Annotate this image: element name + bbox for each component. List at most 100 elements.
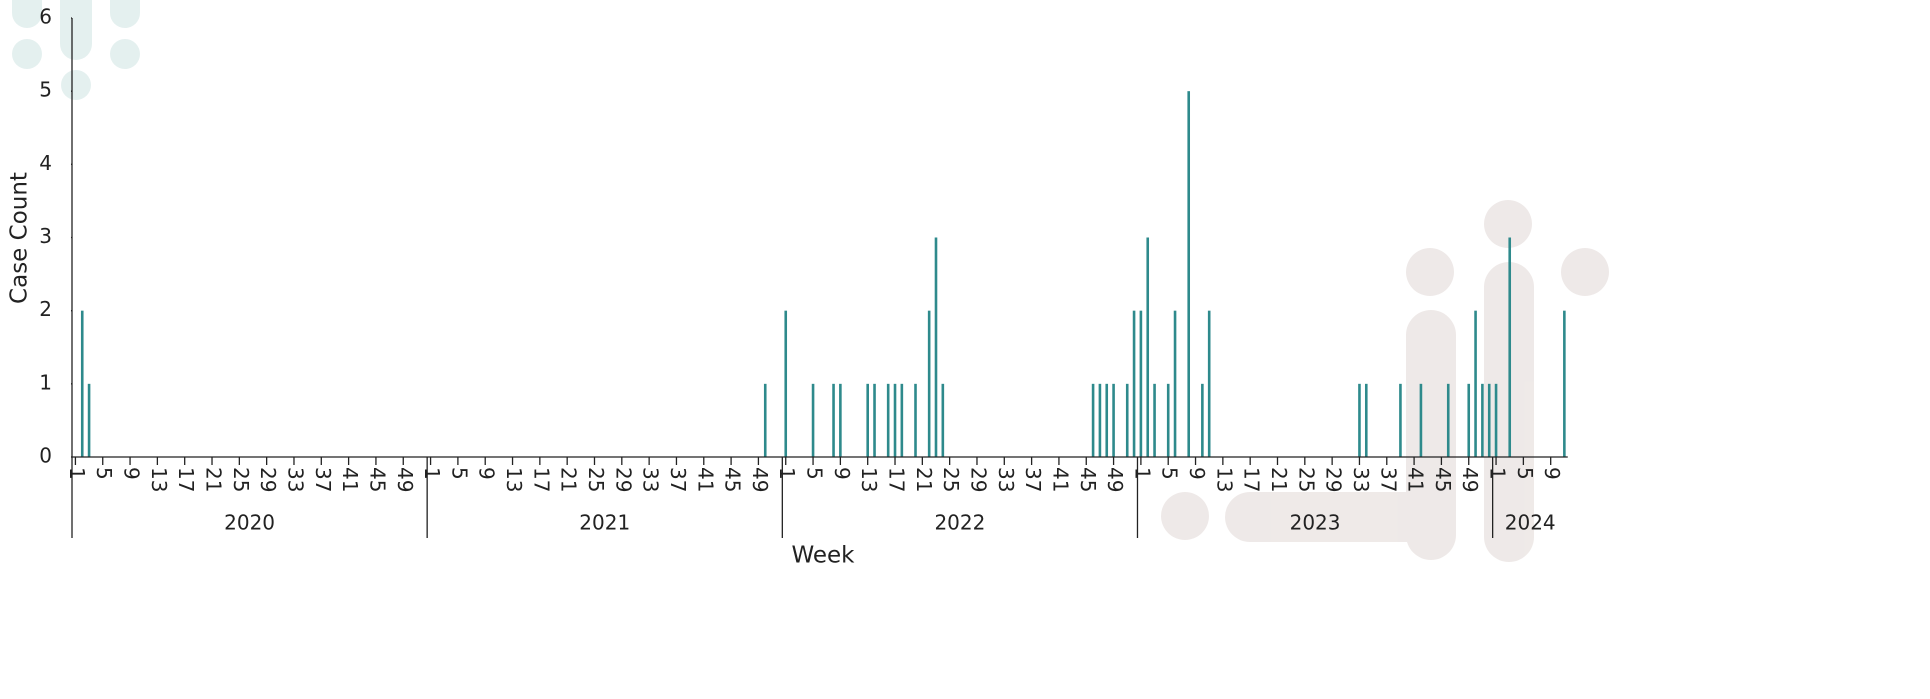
x-tick-label: 1 xyxy=(1486,467,1510,480)
bar xyxy=(88,384,91,457)
x-tick-label: 37 xyxy=(311,467,335,492)
y-tick-label: 4 xyxy=(39,151,52,175)
x-axis-title: Week xyxy=(791,543,855,569)
x-tick-label: 17 xyxy=(1240,467,1264,492)
x-tick-label: 5 xyxy=(92,467,116,480)
bar xyxy=(866,384,869,457)
bar xyxy=(894,384,897,457)
x-tick-label: 9 xyxy=(120,467,144,480)
bar xyxy=(832,384,835,457)
x-tick-label: 13 xyxy=(502,467,526,492)
x-tick-label: 29 xyxy=(966,467,990,492)
x-tick-label: 13 xyxy=(1212,467,1236,492)
bar xyxy=(81,311,84,457)
year-label: 2023 xyxy=(1290,511,1341,535)
chart: Case Count Week 012345620201591317212529… xyxy=(0,0,1930,699)
x-tick-label: 5 xyxy=(1158,467,1182,480)
bar xyxy=(1358,384,1361,457)
x-tick-label: 33 xyxy=(639,467,663,492)
x-tick-label: 5 xyxy=(447,467,471,480)
x-tick-label: 9 xyxy=(830,467,854,480)
bar xyxy=(784,311,787,457)
x-tick-label: 45 xyxy=(1431,467,1455,492)
bar xyxy=(942,384,945,457)
bar xyxy=(1488,384,1491,457)
x-tick-label: 29 xyxy=(611,467,635,492)
year-label: 2021 xyxy=(579,511,630,535)
x-tick-label: 33 xyxy=(1349,467,1373,492)
y-tick-label: 5 xyxy=(39,78,52,102)
x-tick-label: 1 xyxy=(775,467,799,480)
x-tick-label: 33 xyxy=(994,467,1018,492)
bar xyxy=(935,238,938,458)
x-tick-label: 41 xyxy=(1404,467,1428,492)
x-tick-label: 17 xyxy=(885,467,909,492)
bar xyxy=(1481,384,1484,457)
bar xyxy=(1112,384,1115,457)
x-tick-label: 21 xyxy=(1267,467,1291,492)
x-tick-label: 41 xyxy=(1048,467,1072,492)
bar xyxy=(901,384,904,457)
x-tick-label: 25 xyxy=(939,467,963,492)
x-tick-label: 49 xyxy=(748,467,772,492)
year-label: 2022 xyxy=(934,511,985,535)
x-tick-label: 5 xyxy=(803,467,827,480)
x-tick-label: 49 xyxy=(393,467,417,492)
x-tick-label: 13 xyxy=(147,467,171,492)
x-tick-label: 49 xyxy=(1103,467,1127,492)
x-tick-label: 41 xyxy=(338,467,362,492)
bar xyxy=(1187,91,1190,457)
bar xyxy=(1508,238,1511,458)
bar xyxy=(1153,384,1156,457)
bar xyxy=(1140,311,1143,457)
bar xyxy=(1092,384,1095,457)
x-tick-label: 25 xyxy=(229,467,253,492)
bar xyxy=(1133,311,1136,457)
y-axis-title: Case Count xyxy=(7,172,33,304)
bar xyxy=(1201,384,1204,457)
x-tick-label: 49 xyxy=(1458,467,1482,492)
bar xyxy=(1099,384,1102,457)
bar xyxy=(873,384,876,457)
x-tick-label: 5 xyxy=(1513,467,1537,480)
x-tick-label: 21 xyxy=(202,467,226,492)
x-tick-label: 1 xyxy=(65,467,89,480)
x-tick-label: 25 xyxy=(584,467,608,492)
x-tick-label: 41 xyxy=(693,467,717,492)
x-tick-label: 9 xyxy=(475,467,499,480)
bar xyxy=(1174,311,1177,457)
bar xyxy=(1167,384,1170,457)
bar xyxy=(1146,238,1149,458)
x-tick-label: 21 xyxy=(912,467,936,492)
y-tick-label: 2 xyxy=(39,297,52,321)
year-label: 2020 xyxy=(224,511,275,535)
year-label: 2024 xyxy=(1505,511,1556,535)
bar xyxy=(1399,384,1402,457)
bar xyxy=(887,384,890,457)
x-tick-label: 9 xyxy=(1185,467,1209,480)
bar xyxy=(1563,311,1566,457)
bar xyxy=(1495,384,1498,457)
bar xyxy=(1365,384,1368,457)
bar xyxy=(914,384,917,457)
bar xyxy=(764,384,767,457)
x-tick-label: 17 xyxy=(174,467,198,492)
watermark-top xyxy=(12,0,140,100)
x-tick-label: 1 xyxy=(420,467,444,480)
x-tick-label: 1 xyxy=(1130,467,1154,480)
y-tick-label: 0 xyxy=(39,444,52,468)
x-tick-label: 33 xyxy=(283,467,307,492)
x-tick-label: 17 xyxy=(529,467,553,492)
bar xyxy=(812,384,815,457)
x-tick-label: 45 xyxy=(1076,467,1100,492)
x-tick-label: 37 xyxy=(666,467,690,492)
x-tick-label: 25 xyxy=(1294,467,1318,492)
x-tick-label: 37 xyxy=(1376,467,1400,492)
bar xyxy=(1105,384,1108,457)
x-tick-label: 29 xyxy=(256,467,280,492)
x-tick-label: 21 xyxy=(557,467,581,492)
y-tick-label: 1 xyxy=(39,370,52,394)
bar xyxy=(1126,384,1129,457)
bar xyxy=(1420,384,1423,457)
bar xyxy=(1467,384,1470,457)
